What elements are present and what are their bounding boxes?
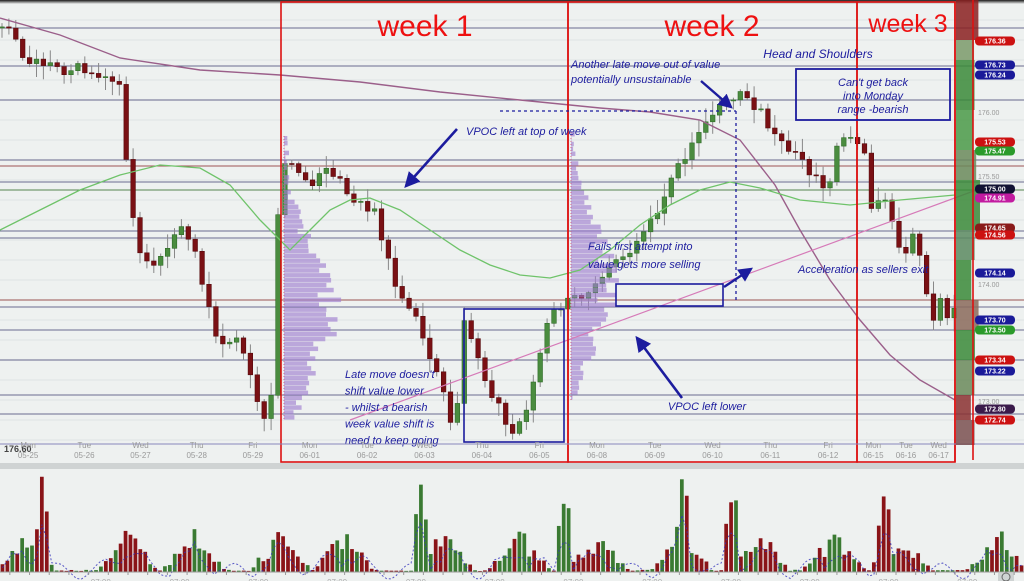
- svg-text:174.00: 174.00: [978, 282, 1000, 289]
- svg-text:175.47: 175.47: [984, 149, 1006, 156]
- svg-text:into Monday: into Monday: [843, 91, 904, 103]
- svg-text:173.22: 173.22: [984, 369, 1006, 376]
- svg-text:174.56: 174.56: [984, 233, 1006, 240]
- svg-text:week value shift is: week value shift is: [345, 419, 435, 431]
- svg-text:173.70: 173.70: [984, 318, 1006, 325]
- svg-text:06-10: 06-10: [702, 451, 723, 460]
- svg-text:176.00: 176.00: [978, 110, 1000, 117]
- svg-text:Mon: Mon: [20, 441, 36, 450]
- svg-text:176.24: 176.24: [984, 73, 1006, 80]
- svg-text:week 3: week 3: [867, 10, 947, 38]
- svg-text:175.00: 175.00: [984, 187, 1006, 194]
- svg-text:175.50: 175.50: [978, 174, 1000, 181]
- svg-text:06-17: 06-17: [928, 451, 949, 460]
- svg-text:173.34: 173.34: [984, 358, 1006, 365]
- svg-text:06-09: 06-09: [644, 451, 665, 460]
- svg-text:Mon: Mon: [589, 441, 605, 450]
- svg-text:06-08: 06-08: [587, 451, 608, 460]
- svg-text:05-28: 05-28: [186, 451, 207, 460]
- svg-text:06-15: 06-15: [863, 451, 884, 460]
- svg-text:176.36: 176.36: [984, 39, 1006, 46]
- svg-text:Can't get back: Can't get back: [838, 77, 908, 89]
- svg-text:potentially unsustainable: potentially unsustainable: [570, 74, 691, 86]
- svg-text:week 2: week 2: [663, 10, 759, 43]
- svg-text:Thu: Thu: [763, 441, 777, 450]
- svg-text:Wed: Wed: [704, 441, 720, 450]
- svg-text:Mon: Mon: [302, 441, 318, 450]
- svg-text:Another late move out of value: Another late move out of value: [570, 59, 720, 71]
- svg-text:06-01: 06-01: [299, 451, 320, 460]
- svg-text:06-03: 06-03: [414, 451, 435, 460]
- svg-text:05-25: 05-25: [18, 451, 39, 460]
- svg-text:Tue: Tue: [899, 441, 913, 450]
- svg-text:VPOC left at top of week: VPOC left at top of week: [466, 126, 587, 138]
- svg-text:Tue: Tue: [648, 441, 662, 450]
- svg-text:Tue: Tue: [360, 441, 374, 450]
- svg-text:174.14: 174.14: [984, 271, 1006, 278]
- svg-text:shift value lower: shift value lower: [345, 386, 425, 398]
- svg-text:Fails first attempt into: Fails first attempt into: [588, 241, 693, 253]
- svg-text:- whilst a bearish: - whilst a bearish: [345, 402, 428, 414]
- svg-text:Acceleration as sellers exit: Acceleration as sellers exit: [797, 264, 929, 276]
- svg-text:Late move doesn't: Late move doesn't: [345, 369, 435, 381]
- svg-text:Fri: Fri: [248, 441, 258, 450]
- svg-text:Wed: Wed: [416, 441, 432, 450]
- svg-text:06-02: 06-02: [357, 451, 378, 460]
- svg-text:Wed: Wed: [931, 441, 947, 450]
- svg-text:06-05: 06-05: [529, 451, 550, 460]
- svg-text:Fri: Fri: [823, 441, 833, 450]
- svg-text:Fri: Fri: [535, 441, 545, 450]
- svg-text:06-16: 06-16: [896, 451, 917, 460]
- svg-text:06-04: 06-04: [472, 451, 493, 460]
- svg-text:Wed: Wed: [132, 441, 148, 450]
- svg-text:06-12: 06-12: [818, 451, 839, 460]
- svg-text:05-29: 05-29: [243, 451, 264, 460]
- svg-text:06-11: 06-11: [760, 451, 780, 460]
- svg-text:175.53: 175.53: [984, 140, 1006, 147]
- svg-text:range -bearish: range -bearish: [838, 104, 909, 116]
- svg-text:Mon: Mon: [866, 441, 882, 450]
- svg-text:Head and Shoulders: Head and Shoulders: [763, 47, 872, 61]
- svg-text:Tue: Tue: [78, 441, 92, 450]
- svg-text:172.74: 172.74: [984, 418, 1006, 425]
- svg-text:05-26: 05-26: [74, 451, 95, 460]
- svg-text:Thu: Thu: [190, 441, 204, 450]
- svg-text:week 1: week 1: [376, 10, 472, 43]
- svg-text:VPOC left lower: VPOC left lower: [668, 401, 748, 413]
- svg-text:176.73: 176.73: [984, 63, 1006, 70]
- svg-text:Thu: Thu: [475, 441, 489, 450]
- svg-text:value gets more selling: value gets more selling: [588, 259, 701, 271]
- svg-text:172.80: 172.80: [984, 407, 1006, 414]
- svg-text:174.91: 174.91: [984, 196, 1006, 203]
- svg-text:05-27: 05-27: [130, 451, 151, 460]
- svg-text:173.50: 173.50: [984, 328, 1006, 335]
